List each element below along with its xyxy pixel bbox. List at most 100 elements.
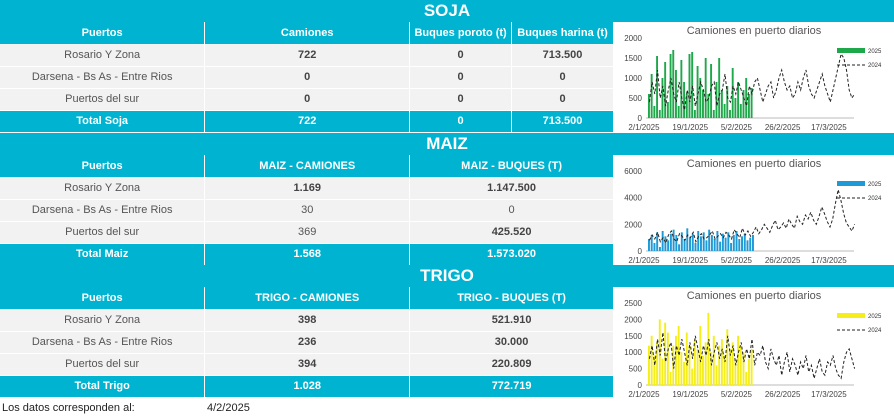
bar [746,240,749,251]
chart-svg: Camiones en puerto diarios 0 2000 4000 6000 2… [624,158,882,265]
maiz-section-title: MAIZ [0,133,894,155]
legend-label: 2025 [868,49,882,55]
bar [696,348,699,385]
cell-value: 0 [409,66,513,89]
bar [661,358,664,385]
table-row: Darsena - Bs As - Entre Rios 236 30.000 [0,331,614,354]
bar [669,371,672,385]
bar [742,90,745,118]
bar [653,106,656,118]
total-value: 1.568 [204,243,411,266]
bar [656,232,659,251]
x-tick-label: 26/2/2025 [765,256,801,265]
bar [689,237,691,251]
bar [738,239,741,251]
bar [752,235,754,251]
y-tick-label: 500 [629,94,643,103]
bar [694,243,697,251]
bar [712,110,715,118]
bar [721,233,724,251]
bar [723,355,726,385]
x-tick-label: 19/1/2025 [672,256,708,265]
bar [648,345,650,385]
table-row: Puertos del sur 394 220.809 [0,353,614,376]
legend-label: 2024 [868,63,882,69]
trigo-table: Puertos TRIGO - CAMIONES TRIGO - BUQUES … [0,287,614,398]
bar [656,56,659,118]
port-name: Darsena - Bs As - Entre Rios [0,331,206,354]
data-date-label: Los datos corresponden al: [2,402,135,414]
y-tick-label: 500 [629,365,643,374]
bar [680,60,683,118]
x-tick-label: 2/1/2025 [628,123,660,132]
legend-label: 2025 [868,314,882,320]
x-tick-label: 2/1/2025 [628,390,660,399]
bar [707,312,710,385]
x-tick-label: 5/2/2025 [721,256,753,265]
bar [747,94,750,118]
bar [716,231,719,251]
cell-value: 0 [204,88,411,111]
port-name: Rosario Y Zona [0,177,206,200]
port-name: Puertos del sur [0,353,206,376]
bar [680,232,683,251]
bar [661,78,664,118]
x-tick-label: 5/2/2025 [721,123,753,132]
soja-header-row: Puertos Camiones Buques poroto (t) Buque… [0,22,614,44]
col-header: Camiones [204,22,411,44]
col-header: Puertos [0,22,206,44]
bar [731,342,734,385]
bar [685,332,688,385]
legend-label: 2025 [868,182,882,188]
port-name: Rosario Y Zona [0,309,206,332]
total-value: 772.719 [409,375,614,398]
bar [745,371,748,385]
x-tick-label: 17/3/2025 [811,256,847,265]
bar [675,70,677,118]
y-tick-label: 1500 [624,332,642,341]
table-row: Rosario Y Zona 722 0 713.500 [0,44,614,67]
bar [683,239,686,251]
bar [677,325,680,385]
bar [675,335,677,385]
bar [734,98,737,118]
total-row: Total Soja 722 0 713.500 [0,110,614,133]
chart-svg: Camiones en puerto diarios 0 500 1000 1500 20… [624,290,882,399]
cell-value: 521.910 [409,309,614,332]
bar [669,54,672,118]
bar [672,50,675,118]
bar [745,78,748,118]
total-label: Total Maiz [0,243,206,266]
bar [656,342,659,385]
bar [712,335,715,385]
col-header: MAIZ - BUQUES (T) [409,155,614,177]
y-tick-label: 2000 [624,34,642,43]
cell-value: 0 [409,88,513,111]
y-tick-label: 1000 [624,348,642,357]
bar [688,54,691,118]
cell-value: 369 [204,221,411,244]
bar [729,110,731,118]
table-row: Darsena - Bs As - Entre Rios 30 0 [0,199,614,222]
table-row: Darsena - Bs As - Entre Rios 0 0 0 [0,66,614,89]
bar [715,82,718,118]
y-tick-label: 0 [638,381,643,390]
bar [747,358,750,385]
cell-value: 1.147.500 [409,177,614,200]
total-value: 713.500 [511,110,614,133]
bar [710,64,713,118]
bar [650,235,653,251]
bar [732,235,735,251]
bar [696,66,699,118]
bar [739,104,742,118]
cell-value: 398 [204,309,411,332]
table-row: Rosario Y Zona 1.169 1.147.500 [0,177,614,200]
x-tick-label: 17/3/2025 [811,123,847,132]
table-row: Rosario Y Zona 398 521.910 [0,309,614,332]
bar [675,235,678,251]
total-value: 0 [409,110,513,133]
bar [749,237,752,251]
chart-svg: Camiones en puerto diarios 0 500 1000 1500 20… [624,25,882,132]
maiz-table: Puertos MAIZ - CAMIONES MAIZ - BUQUES (T… [0,155,614,266]
bar [750,88,753,118]
